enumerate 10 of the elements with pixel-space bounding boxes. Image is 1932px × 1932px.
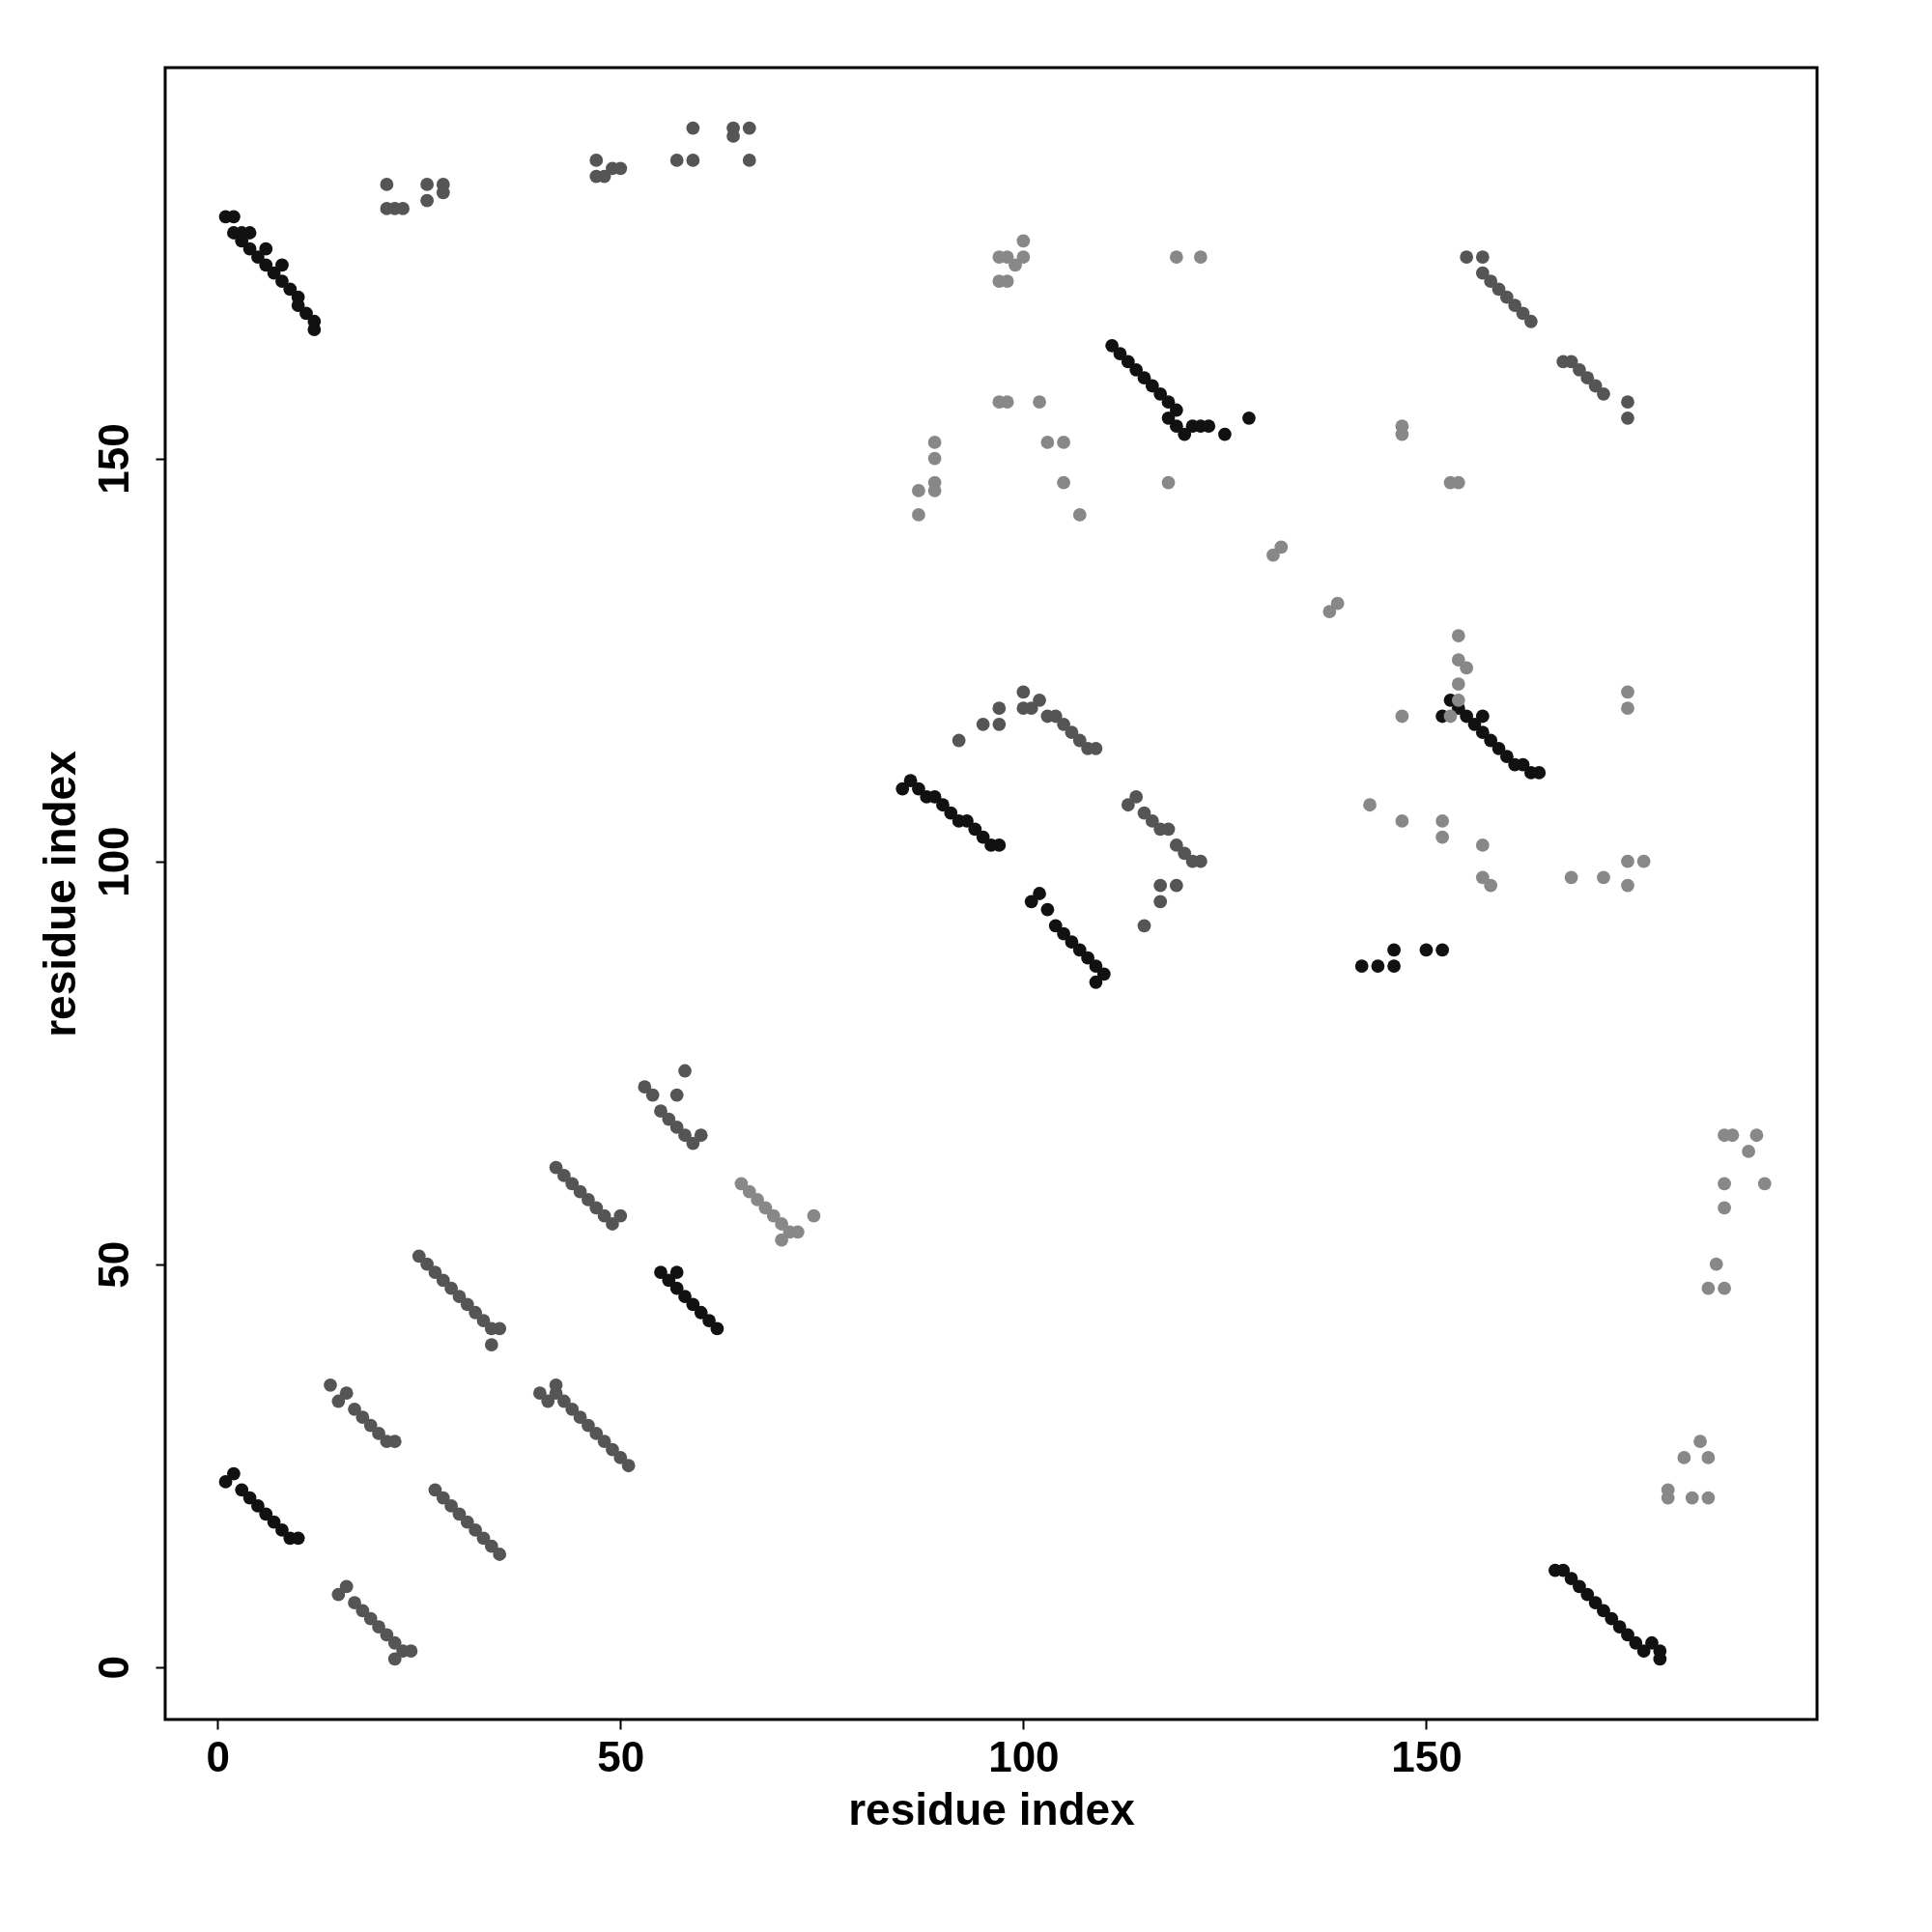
y-axis-title: residue index [34, 750, 85, 1037]
x-tick-label: 100 [988, 1732, 1060, 1780]
x-tick-label: 0 [206, 1732, 230, 1780]
x-tick-label: 150 [1391, 1732, 1463, 1780]
y-tick-label: 100 [89, 826, 137, 897]
x-axis-title: residue index [848, 1783, 1136, 1834]
x-tick-label: 50 [597, 1732, 645, 1780]
y-tick-label: 0 [89, 1656, 137, 1680]
y-tick-label: 150 [89, 423, 137, 495]
y-tick-label: 50 [89, 1240, 137, 1289]
